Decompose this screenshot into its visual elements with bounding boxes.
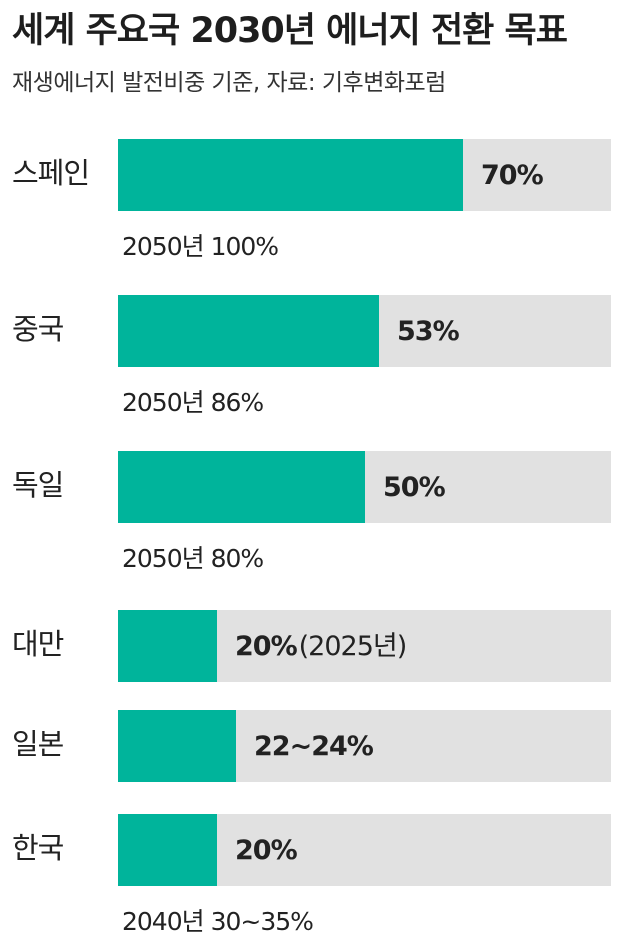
bar-track	[118, 814, 611, 886]
value-label: 50%	[383, 472, 446, 503]
value-label-text: 50%	[383, 472, 446, 503]
target-note: 2050년 100%	[122, 232, 279, 261]
category-label: 중국	[12, 312, 64, 346]
bar-track	[118, 451, 611, 523]
bar	[118, 139, 463, 211]
chart-title: 세계 주요국 2030년 에너지 전환 목표	[12, 11, 568, 51]
category-label: 한국	[12, 831, 64, 865]
category-label: 독일	[12, 468, 64, 502]
bar-track	[118, 610, 611, 682]
value-label-text: 22~24%	[254, 731, 374, 762]
value-label: 20%	[235, 835, 298, 866]
category-label: 대만	[12, 627, 64, 661]
bar	[118, 295, 379, 367]
value-label-text: 20%	[235, 631, 298, 662]
value-label-text: 53%	[397, 316, 460, 347]
value-label: 20%(2025년)	[235, 631, 408, 662]
bar	[118, 710, 236, 782]
value-label: 22~24%	[254, 731, 374, 762]
target-note: 2040년 30~35%	[122, 907, 314, 936]
category-label: 스페인	[12, 156, 90, 190]
bar	[118, 610, 217, 682]
value-label: 70%	[481, 160, 544, 191]
value-label-text: 70%	[481, 160, 544, 191]
bar-track	[118, 139, 611, 211]
target-note: 2050년 80%	[122, 544, 264, 573]
category-label: 일본	[12, 727, 64, 761]
target-note: 2050년 86%	[122, 388, 264, 417]
value-label-text: 20%	[235, 835, 298, 866]
bar	[118, 451, 365, 523]
chart-subtitle: 재생에너지 발전비중 기준, 자료: 기후변화포럼	[12, 70, 446, 96]
bar-track	[118, 710, 611, 782]
bar-track	[118, 295, 611, 367]
value-label: 53%	[397, 316, 460, 347]
value-label-note: (2025년)	[298, 631, 408, 662]
bar	[118, 814, 217, 886]
